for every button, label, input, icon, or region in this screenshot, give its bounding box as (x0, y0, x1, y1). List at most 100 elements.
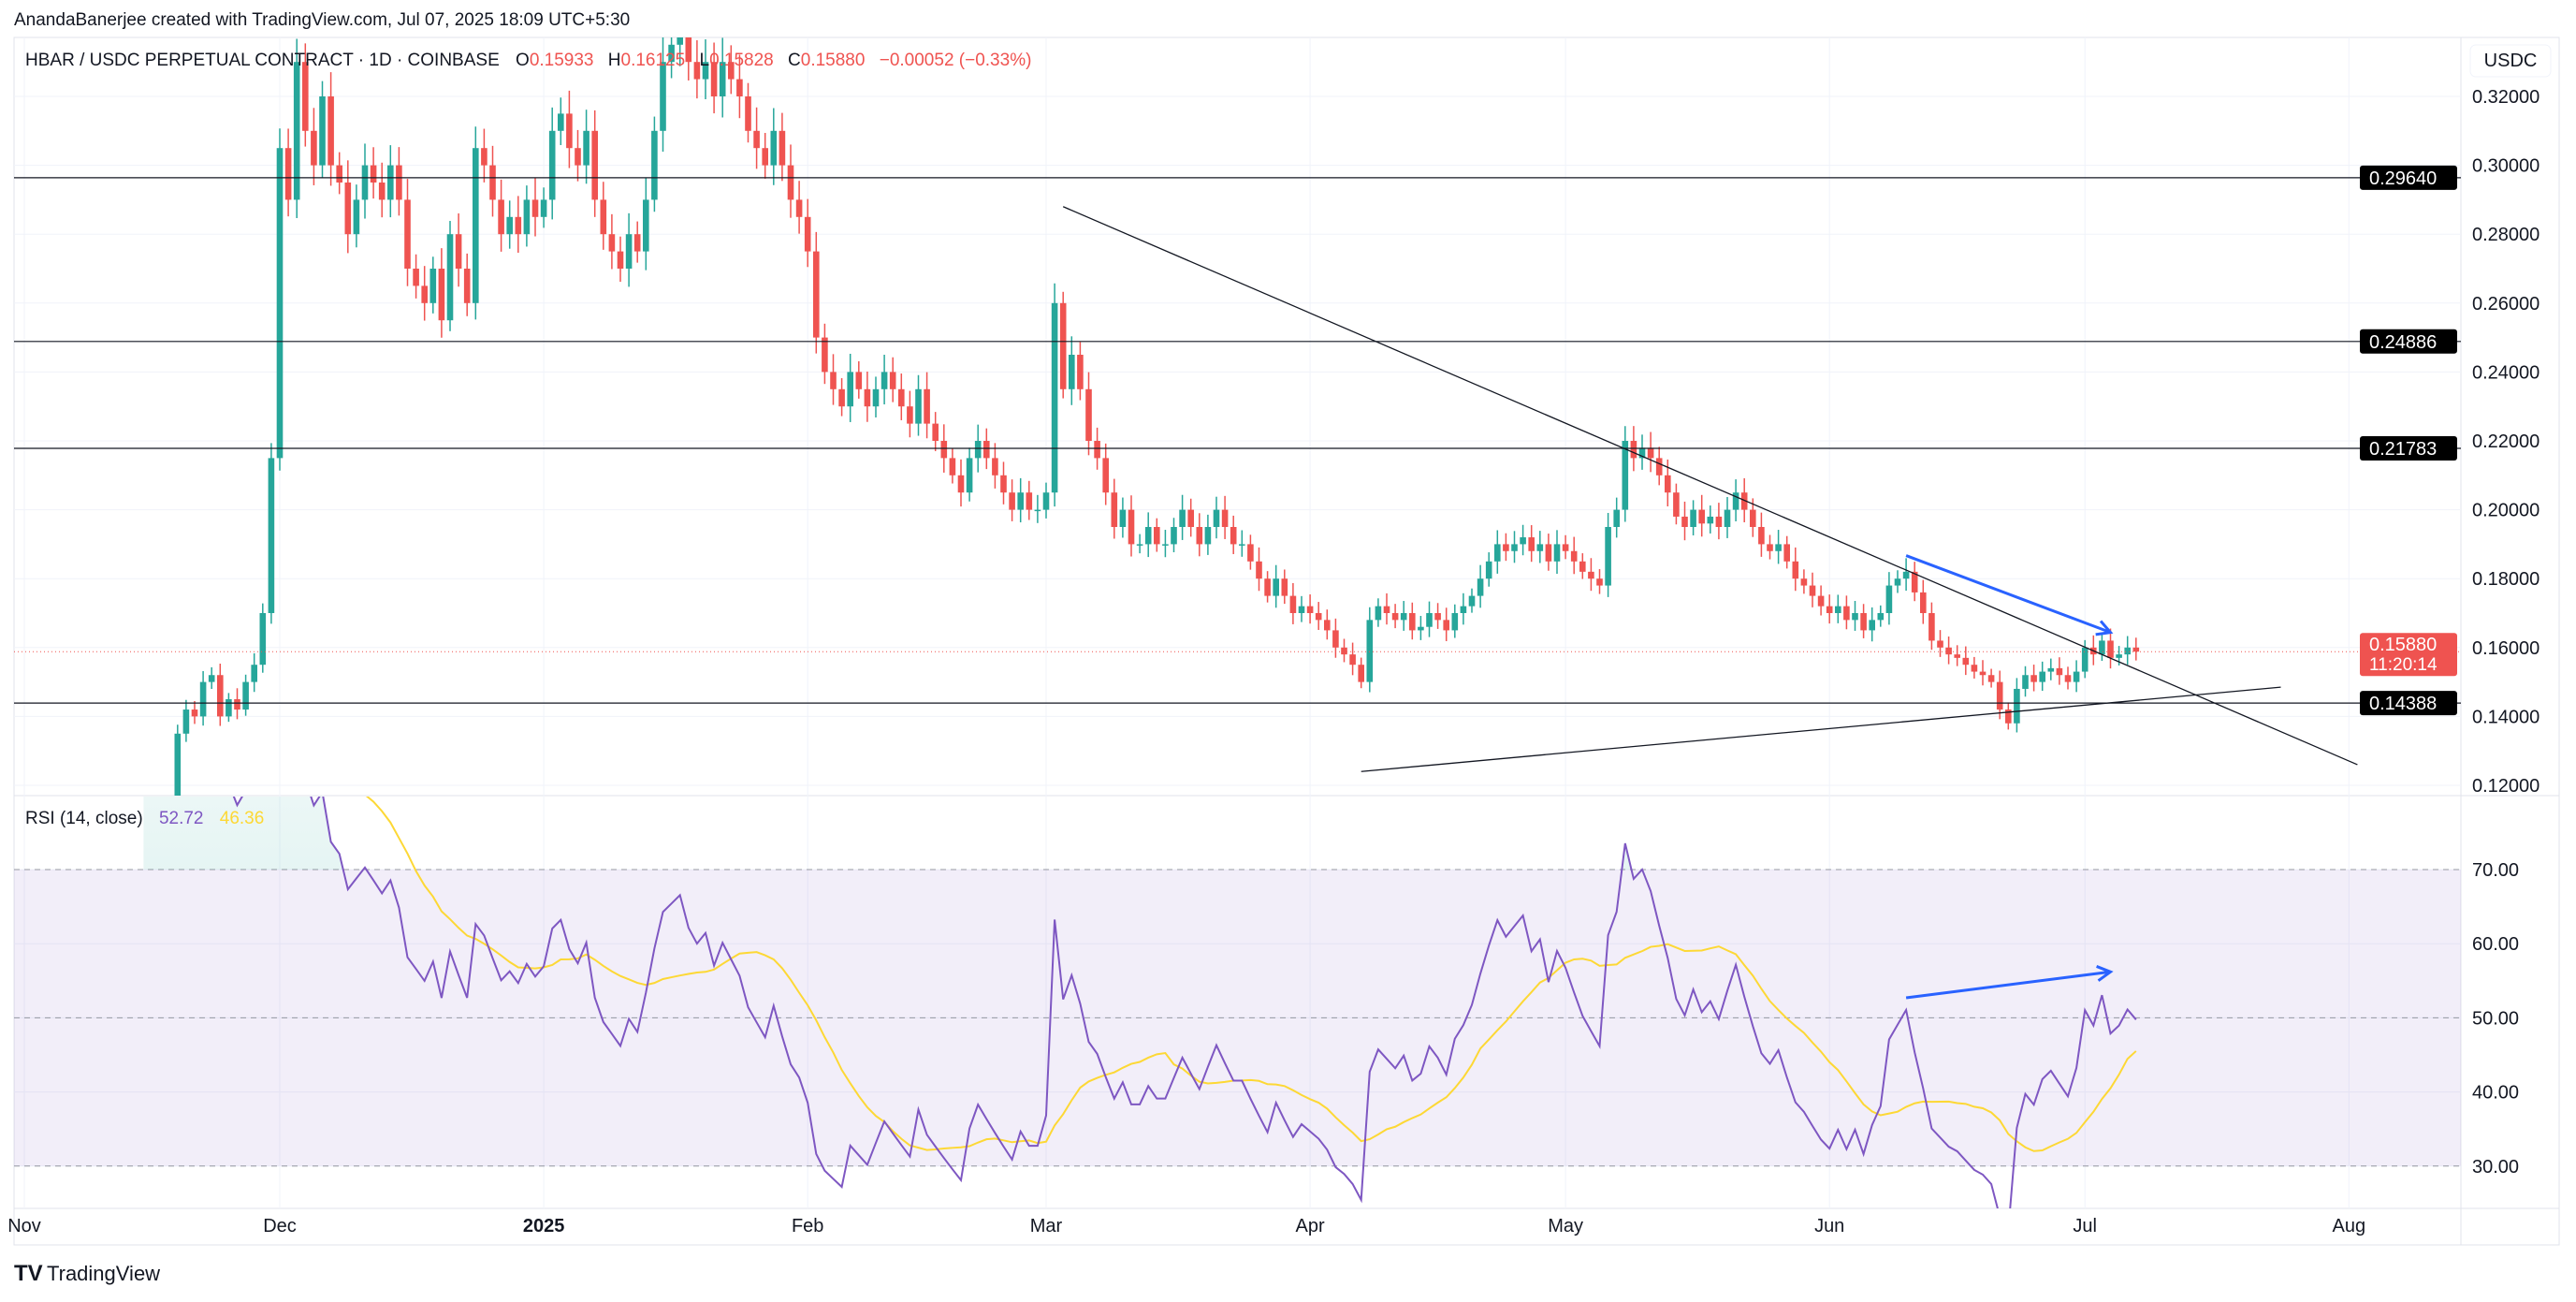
trendlines[interactable] (1062, 206, 2358, 772)
candle (217, 664, 224, 726)
candle (558, 97, 564, 146)
time-tick: Mar (1030, 1216, 1063, 1236)
candle (1843, 595, 1850, 630)
candle (191, 701, 198, 724)
rsi-axis[interactable]: 70.00 60.00 50.00 40.00 30.00 (2472, 860, 2519, 1178)
candle (1622, 426, 1629, 522)
candle (1306, 594, 1314, 624)
chart-legend: HBAR / USDC PERPETUAL CONTRACT · 1D · CO… (25, 51, 1031, 70)
candle (251, 652, 257, 693)
candle (1937, 630, 1943, 657)
candle (438, 248, 445, 338)
candle (1979, 660, 1987, 686)
candle (182, 699, 190, 742)
candle (668, 37, 675, 79)
low-value: 0.15828 (709, 51, 774, 70)
candle (226, 693, 232, 723)
candle (199, 670, 207, 726)
change-value: −0.00052 (−0.33%) (880, 51, 1032, 70)
candle (907, 390, 913, 438)
candle (1800, 569, 1808, 594)
price-tick: 0.30000 (2472, 156, 2540, 177)
rsi-lines (232, 797, 2137, 1208)
candle (1162, 530, 1169, 558)
candle (770, 108, 778, 185)
price-tick: 0.24000 (2472, 362, 2540, 383)
candle (1315, 602, 1322, 630)
candle (566, 90, 573, 168)
symbol-label[interactable]: HBAR / USDC PERPETUAL CONTRACT · 1D · CO… (25, 51, 500, 70)
candle (1894, 570, 1901, 593)
candle (2030, 665, 2037, 692)
trendline-lower (1361, 686, 2281, 772)
candle (1588, 558, 1594, 592)
candles (174, 37, 2140, 796)
time-tick: Jul (2073, 1216, 2097, 1236)
candle (421, 266, 428, 321)
candle (1562, 534, 1569, 560)
candle (1443, 607, 1449, 641)
candle (1451, 604, 1459, 638)
candle (1009, 479, 1015, 521)
candle (1375, 598, 1382, 627)
rsi-ma-line (365, 797, 2137, 1152)
candle (1409, 602, 1416, 640)
level-labels: 0.29640 0.24886 0.21783 0.14388 (2360, 165, 2457, 716)
candle (174, 724, 182, 796)
candle (1179, 494, 1186, 540)
candle (1111, 478, 1118, 539)
candle (992, 443, 998, 489)
candle (1187, 498, 1194, 537)
candle (1503, 533, 1509, 562)
candle (1996, 670, 2003, 720)
candle (864, 371, 871, 422)
candle (1707, 505, 1714, 534)
candle (633, 221, 641, 263)
candle (1204, 514, 1212, 555)
candle (1494, 530, 1501, 574)
level-label-bg (2360, 165, 2457, 190)
tv-logo-icon: TV (14, 1261, 43, 1286)
candle (1460, 592, 1467, 625)
currency-label: USDC (2484, 51, 2538, 71)
candle (378, 162, 386, 218)
candle (1809, 572, 1816, 607)
price-tick: 0.14000 (2472, 707, 2540, 727)
candle (753, 107, 760, 169)
candle (473, 126, 479, 320)
level-label: 0.14388 (2369, 694, 2437, 714)
candle (1536, 531, 1544, 563)
candle (898, 373, 905, 420)
candle (2022, 666, 2029, 697)
candle (660, 37, 666, 153)
candle (481, 128, 488, 183)
tradingview-logo[interactable]: TV TradingView (14, 1261, 160, 1286)
rsi-label[interactable]: RSI (14, close) (25, 809, 143, 828)
price-tick: 0.32000 (2472, 87, 2540, 108)
candle (1154, 518, 1160, 552)
candle (353, 184, 360, 248)
price-arrow (1905, 554, 2114, 636)
candle (924, 372, 930, 439)
candle (1042, 482, 1050, 519)
candle (1239, 530, 1245, 557)
currency-button[interactable] (2469, 44, 2552, 78)
level-label-bg (2360, 435, 2457, 461)
time-tick: Dec (263, 1216, 297, 1236)
price-tick: 0.16000 (2472, 638, 2540, 659)
candle (600, 182, 607, 250)
candle (1885, 572, 1893, 625)
candle (583, 110, 589, 184)
candle (651, 116, 658, 212)
close-value: 0.15880 (801, 51, 866, 70)
time-tick: Nov (7, 1216, 41, 1236)
candle (795, 181, 803, 234)
candle (1391, 604, 1399, 629)
candle (608, 213, 616, 270)
candle (344, 160, 352, 254)
candle (1545, 534, 1552, 571)
candle (1136, 534, 1143, 554)
time-axis[interactable]: Nov Dec 2025 Feb Mar Apr May Jun Jul Aug (7, 1216, 2365, 1236)
price-axis[interactable]: 0.32000 0.30000 0.28000 0.26000 0.24000 0.220… (2472, 87, 2540, 797)
